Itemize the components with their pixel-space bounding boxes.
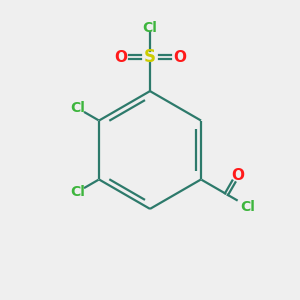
Text: S: S (144, 48, 156, 66)
Text: O: O (173, 50, 186, 65)
Text: Cl: Cl (70, 185, 85, 199)
Text: O: O (114, 50, 127, 65)
Text: O: O (231, 167, 244, 182)
Text: Cl: Cl (70, 101, 85, 115)
Text: Cl: Cl (241, 200, 256, 214)
Text: Cl: Cl (142, 21, 158, 35)
